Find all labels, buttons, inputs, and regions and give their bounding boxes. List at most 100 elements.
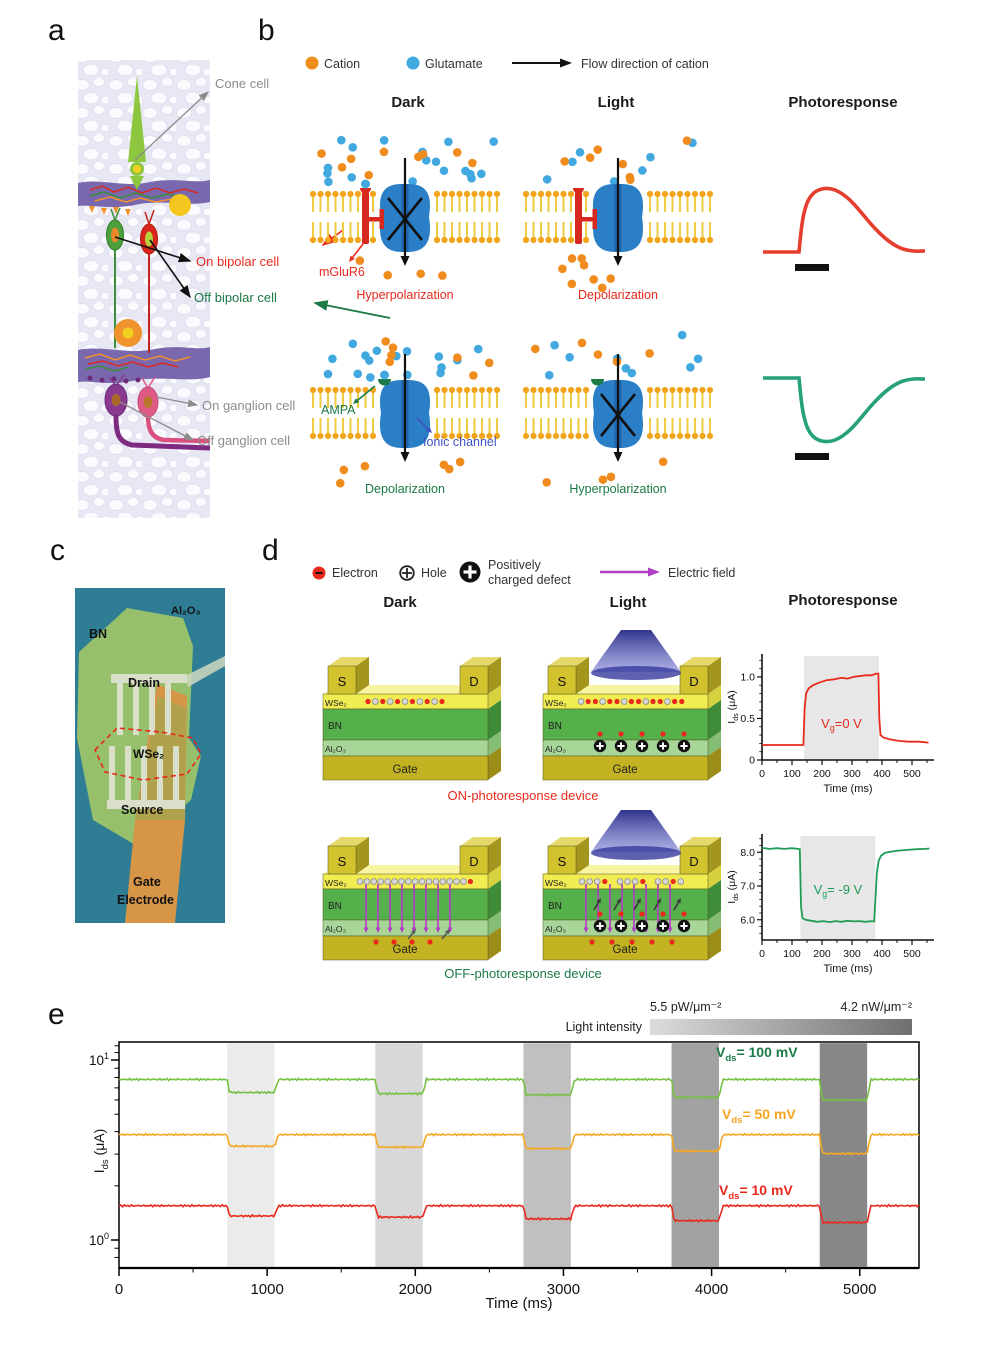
x-tick-label: 400 [873,948,891,960]
electron-dot [409,698,415,705]
charged-defect [635,739,649,753]
panel-label-e: e [48,998,65,1031]
lipid-head [691,190,699,198]
synapse-knobs-2 [87,375,141,384]
lipid-head [646,190,654,198]
glutamate-dot [565,353,574,362]
glutamate-dot [609,177,619,186]
hole-dot [401,698,409,705]
membrane-on-light [522,136,714,293]
glutamate-dot [439,166,449,176]
cation-dot [418,149,428,159]
lipid-head [691,236,699,244]
electron-dot [639,731,645,737]
lipid-head [471,236,478,244]
d-contact [680,657,721,666]
annotation-arrow [416,417,429,430]
glutamate-dot [686,363,695,372]
glutamate-dot [677,330,687,340]
off-bipolar-ref-arrow [313,300,391,319]
light-cone [591,810,681,852]
lipid-head [537,432,545,440]
glutamate-icon [406,56,420,70]
electron-dot [669,939,675,945]
lipid-head [552,236,560,244]
lipid-head [560,190,567,198]
cation-dot [383,270,393,280]
lipid-head [471,190,478,198]
drain-lead [185,656,225,687]
x-axis-label: Time (ms) [823,963,872,975]
electron-dot [607,698,613,705]
x-tick-label: 200 [813,768,831,780]
annotation-ionic_channel: Ionic channel [423,435,497,449]
lipid-head [347,432,354,440]
lipid-head [448,432,456,440]
lipid-head [537,190,545,198]
drain-label: D [689,854,698,869]
x-tick-label: 0 [759,948,765,960]
hole-dot [662,878,669,885]
x-tick-label: 4000 [695,1281,728,1298]
d-contact [679,665,709,695]
defect-legend-label-2: charged defect [488,573,571,587]
d-contact [680,837,721,846]
glutamate-dot [323,169,332,178]
lipid-head [530,432,537,440]
ion-channel [592,184,615,252]
drain-label: Drain [128,676,160,690]
lipid-head [441,236,448,244]
electron-dot [681,911,687,917]
x-tick-label: 500 [903,768,921,780]
caption-on-light: Depolarization [578,288,658,302]
lipid-head [537,386,545,394]
light-pulse-band [523,1043,571,1267]
lipid-head [362,190,369,198]
glutamate-dot [473,344,483,354]
drain-label: D [469,674,478,689]
outer-plexiform-layer [78,180,210,208]
lipid-head [691,386,699,394]
lipid-head [699,386,706,394]
electron-dot [467,878,473,885]
lipid-head [699,432,706,440]
x-tick-label: 2000 [399,1281,432,1298]
lipid-head [684,190,691,198]
lipid-head [317,190,324,198]
cation-dot [585,153,595,163]
caption-off-light: Hyperpolarization [569,482,667,496]
electron-dot [391,939,397,945]
trace-100mv [118,1076,920,1103]
glutamate-dot [461,166,470,176]
transient-trace [762,672,929,746]
interdigitated-electrodes [107,674,187,809]
caption-off-device: OFF-photoresponse device [444,966,602,981]
device-off-dark: S D WSe₂ BN Al₂O₃ Gate [322,837,501,961]
lipid-head [646,386,654,394]
wse2-layer-label: WSe₂ [325,698,347,708]
caption-on-dark: Hyperpolarization [356,288,454,302]
electron-dot [650,698,656,705]
glutamate-dot [544,370,554,380]
device-overlap-region [135,696,186,820]
cation-dot [579,260,589,270]
bn-flake [77,608,201,846]
hole-dot [356,878,364,885]
electron-up-arrow [613,901,620,911]
vg-annotation: Vg= -9 V [814,882,863,899]
dendrite-orange-2 [84,353,191,362]
on-bipolar-ref-arrow [321,229,344,247]
hole-dot [377,878,384,885]
lipid-head [646,432,654,440]
al2o3-layer-label: Al₂O₃ [545,744,566,754]
lipid-head [362,432,369,440]
series-label-50mv: Vds= 50 mV [722,1106,796,1126]
cation-dot [618,159,628,169]
lipid-head [676,236,684,244]
plot-frame [118,1041,920,1269]
hole-dot [586,878,593,885]
retina-tissue-background [78,60,210,518]
lipid-head [575,432,582,440]
lipid-head [433,236,441,244]
lipid-head [478,386,486,394]
